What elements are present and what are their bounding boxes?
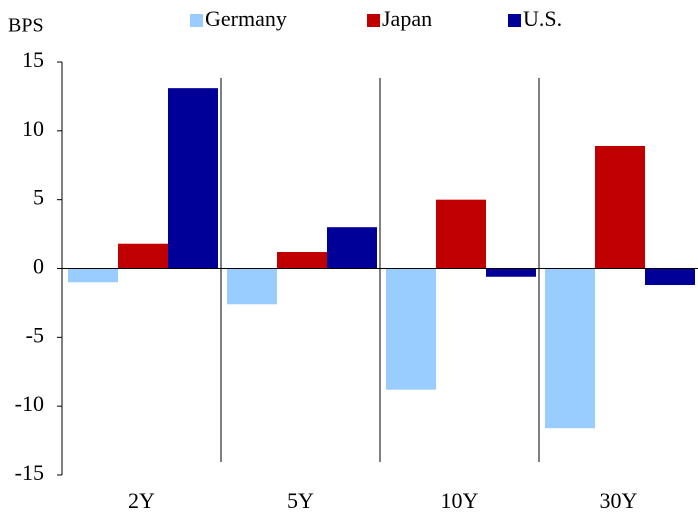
x-tick-label: 10Y bbox=[441, 488, 479, 513]
legend-label: U.S. bbox=[523, 6, 562, 31]
bar bbox=[227, 268, 277, 305]
bar bbox=[68, 268, 118, 283]
y-tick-label: 15 bbox=[22, 47, 44, 72]
bar bbox=[168, 88, 218, 269]
y-tick-label: 5 bbox=[33, 185, 44, 210]
legend-swatch bbox=[367, 14, 380, 27]
legend-label: Germany bbox=[205, 6, 287, 31]
legend-swatch bbox=[190, 14, 203, 27]
y-tick-label: 10 bbox=[22, 116, 44, 141]
bar bbox=[118, 243, 168, 269]
bar bbox=[327, 227, 377, 269]
x-tick-label: 5Y bbox=[287, 488, 314, 513]
bar bbox=[436, 199, 486, 269]
x-tick-label: 30Y bbox=[600, 488, 638, 513]
bar bbox=[645, 268, 695, 286]
bar bbox=[595, 145, 645, 269]
y-tick-label: 0 bbox=[33, 254, 44, 279]
legend-swatch bbox=[508, 14, 521, 27]
bar bbox=[386, 268, 436, 390]
y-tick-label: -10 bbox=[15, 391, 44, 416]
x-tick-label: 2Y bbox=[128, 488, 155, 513]
y-axis-label: BPS bbox=[8, 15, 44, 37]
bar bbox=[545, 268, 595, 429]
legend-label: Japan bbox=[382, 6, 432, 31]
y-tick-label: -15 bbox=[15, 460, 44, 485]
bar bbox=[486, 268, 536, 277]
bar bbox=[277, 251, 327, 269]
y-tick-label: -5 bbox=[26, 322, 44, 347]
